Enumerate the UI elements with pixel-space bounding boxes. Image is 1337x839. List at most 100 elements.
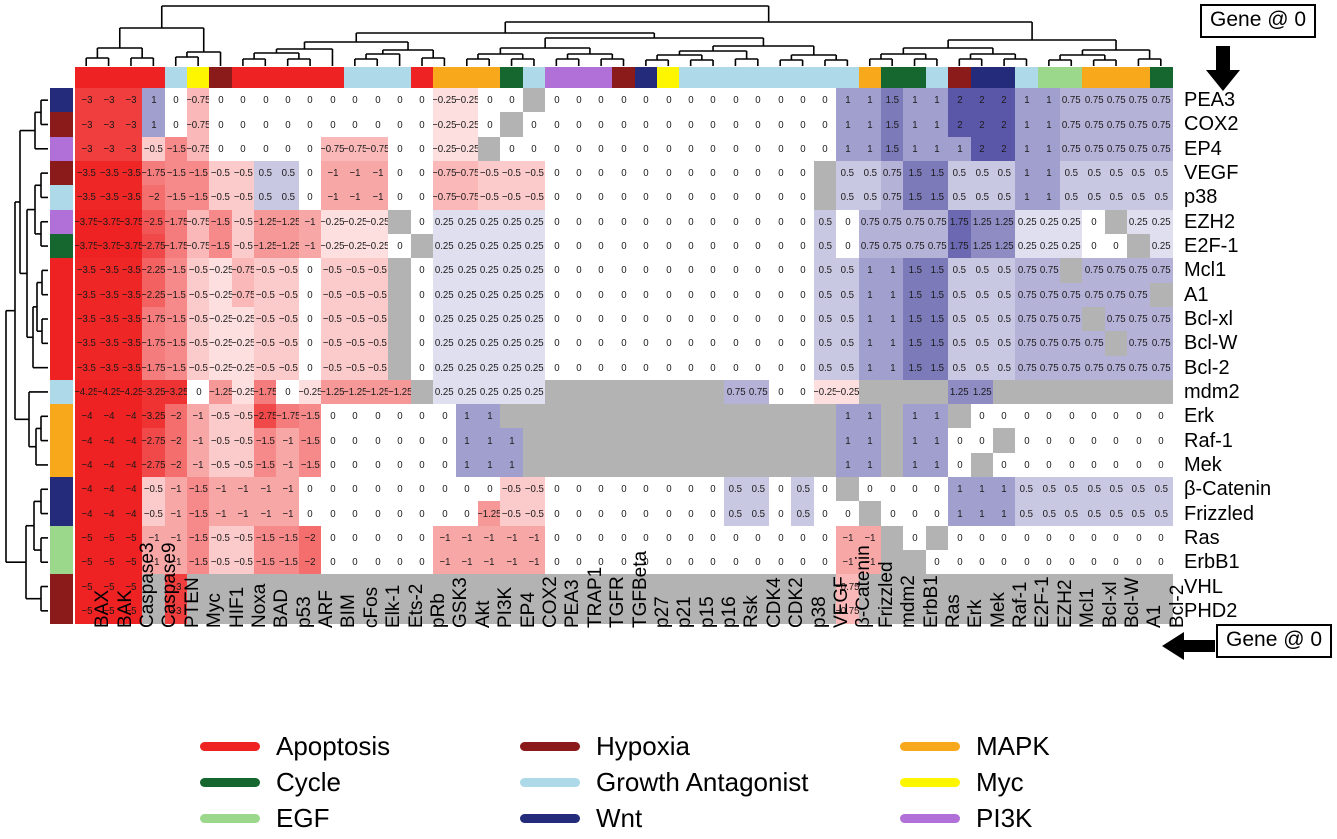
- heatmap-cell: [410, 598, 434, 624]
- heatmap-cell: −0.75: [343, 136, 367, 162]
- heatmap-cell: −0.75: [433, 185, 457, 211]
- row-label: Raf-1: [1184, 429, 1233, 452]
- heatmap-cell: 0.5: [254, 160, 278, 186]
- heatmap-cell: 0: [701, 209, 725, 235]
- heatmap-cell: −1: [522, 550, 546, 575]
- heatmap-cell: 0: [298, 501, 322, 527]
- column-group-swatch: [231, 67, 255, 88]
- heatmap-cell: 0: [589, 160, 613, 186]
- heatmap-cell: −0.25: [231, 355, 255, 381]
- row-group-swatch: [50, 185, 73, 211]
- legend-item: Hypoxia: [520, 733, 690, 759]
- column-group-swatch: [589, 67, 613, 88]
- heatmap-cell: 0.75: [1082, 282, 1106, 308]
- heatmap-cell: −0.5: [231, 428, 255, 454]
- heatmap-cell: 0: [410, 306, 434, 332]
- heatmap-cell: 0.75: [1037, 355, 1061, 381]
- heatmap-cell: 0: [1149, 404, 1173, 430]
- heatmap-cell: 0: [634, 282, 658, 308]
- heatmap-cell: 0: [701, 258, 725, 284]
- heatmap-cell: 0: [410, 477, 434, 502]
- heatmap-cell: −0.5: [231, 452, 255, 478]
- heatmap-cell: −5: [119, 574, 143, 600]
- row-label: VHL: [1184, 575, 1223, 598]
- heatmap-cell: 0.5: [948, 185, 972, 211]
- heatmap-cell: 1: [970, 501, 994, 527]
- heatmap-cell: −4.25: [119, 379, 143, 405]
- heatmap-cell: 0: [836, 209, 860, 235]
- heatmap-cell: [1060, 598, 1084, 624]
- heatmap-cell: −0.75: [186, 136, 210, 162]
- heatmap-cell: 0.75: [1037, 282, 1061, 308]
- heatmap-grid: −3 −3 −3 1 0 −0.75 0 0 0 0 0 0 0 0 0 0 −0.25 −0.25 0 0 0 0 0 0 0…: [75, 88, 1173, 624]
- heatmap-cell: 0.75: [1015, 258, 1039, 284]
- heatmap-cell: 0: [634, 185, 658, 211]
- heatmap-cell: −0.25: [321, 209, 345, 235]
- heatmap-cell: [388, 209, 412, 235]
- row-label: ErbB1: [1184, 551, 1240, 574]
- heatmap-cell: 0: [1037, 525, 1061, 551]
- column-label: HIF1: [226, 586, 248, 628]
- column-group-swatch: [724, 67, 748, 88]
- heatmap-cell: 1: [903, 136, 927, 162]
- heatmap-cell: 0: [545, 209, 569, 235]
- heatmap-cell: 1.25: [970, 379, 994, 405]
- heatmap-cell: 0.5: [992, 355, 1016, 381]
- heatmap-cell: [746, 598, 770, 624]
- row-group-swatch: [50, 428, 73, 454]
- heatmap-cell: 0.5: [1060, 185, 1084, 211]
- heatmap-cell: 0.75: [1127, 306, 1151, 332]
- heatmap-cell: −1.75: [142, 331, 166, 357]
- row-group-swatch: [50, 379, 73, 405]
- heatmap-cell: −0.25: [209, 331, 233, 357]
- heatmap-cell: 1: [858, 282, 882, 308]
- legend-color-swatch: [520, 813, 580, 823]
- heatmap-cell: 1: [858, 331, 882, 357]
- heatmap-cell: 0.5: [1082, 501, 1106, 527]
- heatmap-cell: −1.5: [254, 428, 278, 454]
- row-group-swatch: [50, 452, 73, 478]
- heatmap-cell: −2.75: [254, 404, 278, 430]
- heatmap-cell: 0: [746, 525, 770, 551]
- heatmap-cell: 0.5: [276, 160, 300, 186]
- heatmap-cell: 0.5: [813, 258, 837, 284]
- heatmap-cell: −0.5: [142, 501, 166, 527]
- heatmap-cell: −0.75: [231, 282, 255, 308]
- heatmap-cell: 0: [231, 88, 255, 113]
- heatmap-cell: 0: [388, 501, 412, 527]
- heatmap-cell: −0.75: [321, 136, 345, 162]
- heatmap-cell: [612, 574, 636, 600]
- heatmap-cell: −0.75: [366, 136, 390, 162]
- column-group-swatch: [433, 67, 457, 88]
- heatmap-cell: [925, 574, 949, 600]
- heatmap-cell: 0: [545, 306, 569, 332]
- heatmap-cell: −2: [298, 525, 322, 551]
- heatmap-cell: −0.5: [366, 258, 390, 284]
- heatmap-cell: −3.5: [119, 185, 143, 211]
- heatmap-cell: 0: [769, 112, 792, 138]
- heatmap-cell: 0.75: [925, 209, 949, 235]
- column-label: Bcl-W: [1122, 577, 1144, 628]
- column-label: cFos: [360, 586, 382, 628]
- heatmap-cell: −0.75: [433, 160, 457, 186]
- heatmap-cell: 0.5: [1082, 477, 1106, 502]
- heatmap-cell: 0.5: [1127, 160, 1151, 186]
- heatmap-cell: 0: [679, 209, 703, 235]
- heatmap-cell: 0: [657, 112, 681, 138]
- heatmap-cell: −1: [142, 550, 166, 575]
- heatmap-cell: 1: [880, 282, 904, 308]
- heatmap-cell: −0.25: [321, 233, 345, 259]
- heatmap-cell: −1: [298, 209, 322, 235]
- row-label: Erk: [1184, 405, 1214, 428]
- heatmap-cell: 0: [366, 88, 390, 113]
- heatmap-cell: −0.5: [366, 282, 390, 308]
- heatmap-cell: 0.25: [500, 209, 524, 235]
- heatmap-cell: 0: [545, 160, 569, 186]
- heatmap-cell: [813, 598, 837, 624]
- heatmap-cell: 0: [724, 282, 748, 308]
- column-group-swatch: [186, 67, 210, 88]
- heatmap-cell: −3.5: [97, 331, 121, 357]
- heatmap-cell: 0: [589, 501, 613, 527]
- legend-item: Myc: [900, 769, 1024, 795]
- heatmap-cell: 0: [567, 501, 591, 527]
